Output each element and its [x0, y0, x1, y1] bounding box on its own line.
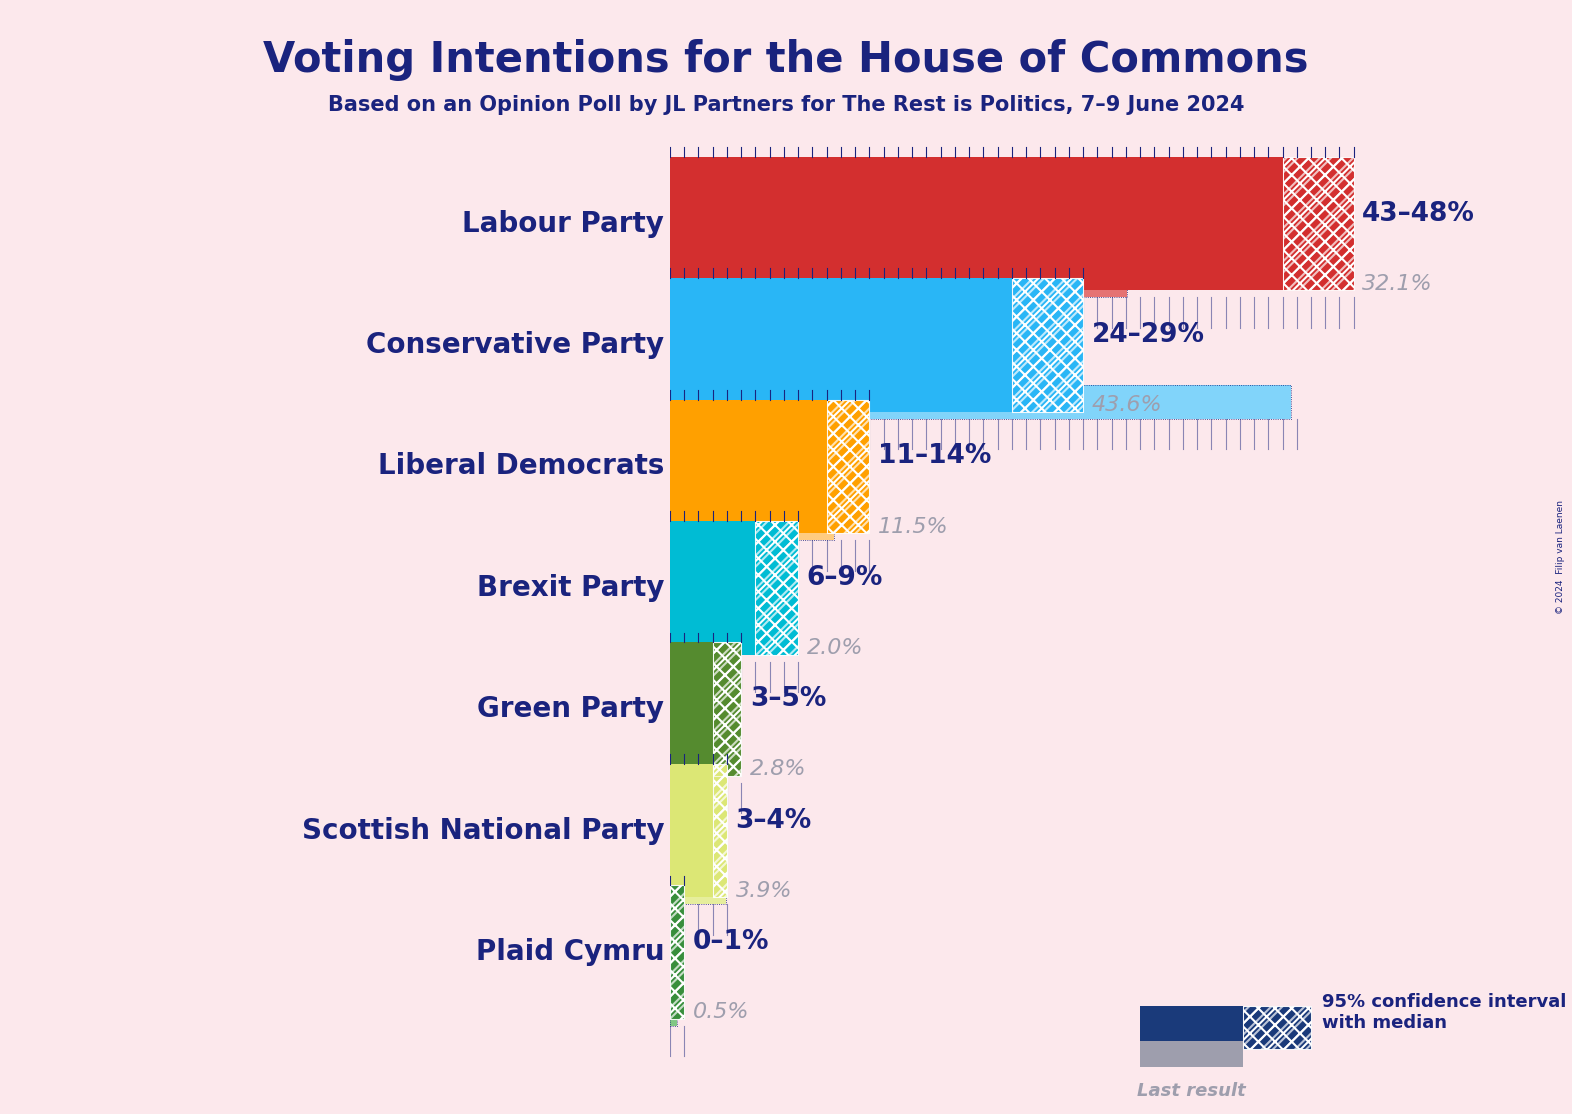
Bar [670, 263, 1127, 297]
Text: Labour Party: Labour Party [462, 209, 665, 237]
Bar [712, 764, 726, 898]
Bar [670, 643, 712, 776]
Text: Last result: Last result [1137, 1082, 1245, 1100]
Text: Liberal Democrats: Liberal Democrats [377, 452, 665, 480]
Bar [670, 506, 833, 540]
Bar [827, 400, 869, 534]
Bar [670, 263, 1127, 297]
Text: 3–4%: 3–4% [736, 808, 811, 833]
Bar [670, 627, 698, 662]
Text: 43–48%: 43–48% [1363, 201, 1475, 226]
Bar [670, 400, 827, 534]
Bar [1283, 157, 1353, 291]
Text: Plaid Cymru: Plaid Cymru [476, 938, 665, 966]
Text: Scottish National Party: Scottish National Party [302, 817, 665, 844]
Bar [1012, 278, 1083, 412]
Text: Green Party: Green Party [478, 695, 665, 723]
Bar [1140, 1040, 1242, 1067]
Bar [670, 384, 1291, 419]
Text: 2.8%: 2.8% [750, 760, 806, 780]
Bar [670, 764, 712, 898]
Bar [827, 400, 869, 534]
Bar [756, 521, 799, 655]
Text: Conservative Party: Conservative Party [366, 331, 665, 359]
Bar [1242, 1006, 1311, 1048]
Text: © 2024  Filip van Laenen: © 2024 Filip van Laenen [1556, 500, 1566, 614]
Bar [1283, 157, 1353, 291]
Bar [1242, 1006, 1311, 1048]
Text: 3–5%: 3–5% [750, 686, 827, 712]
Text: 95% confidence interval
with median: 95% confidence interval with median [1322, 994, 1567, 1033]
Text: 0.5%: 0.5% [693, 1003, 750, 1023]
Text: 11.5%: 11.5% [877, 517, 948, 537]
Bar [670, 278, 1012, 412]
Bar [712, 643, 740, 776]
Text: 43.6%: 43.6% [1091, 395, 1162, 416]
Bar [670, 870, 726, 905]
Text: 24–29%: 24–29% [1091, 322, 1204, 348]
Bar [670, 749, 711, 783]
Bar [712, 764, 726, 898]
Bar [1140, 1006, 1242, 1048]
Bar [670, 157, 1283, 291]
Bar [712, 643, 740, 776]
Bar [670, 886, 684, 1019]
Text: Brexit Party: Brexit Party [476, 574, 665, 602]
Bar [670, 506, 833, 540]
Bar [670, 521, 756, 655]
Text: 11–14%: 11–14% [877, 443, 992, 469]
Text: 3.9%: 3.9% [736, 881, 792, 901]
Bar [670, 991, 678, 1026]
Bar [670, 384, 1291, 419]
Bar [670, 886, 684, 1019]
Text: Voting Intentions for the House of Commons: Voting Intentions for the House of Commo… [263, 39, 1309, 81]
Bar [670, 749, 711, 783]
Text: 2.0%: 2.0% [806, 638, 863, 658]
Bar [670, 870, 726, 905]
Text: 0–1%: 0–1% [693, 929, 769, 955]
Text: 6–9%: 6–9% [806, 565, 883, 590]
Text: Based on an Opinion Poll by JL Partners for The Rest is Politics, 7–9 June 2024: Based on an Opinion Poll by JL Partners … [327, 95, 1245, 115]
Bar [756, 521, 799, 655]
Bar [670, 991, 678, 1026]
Text: 32.1%: 32.1% [1363, 274, 1434, 294]
Bar [1012, 278, 1083, 412]
Bar [670, 627, 698, 662]
